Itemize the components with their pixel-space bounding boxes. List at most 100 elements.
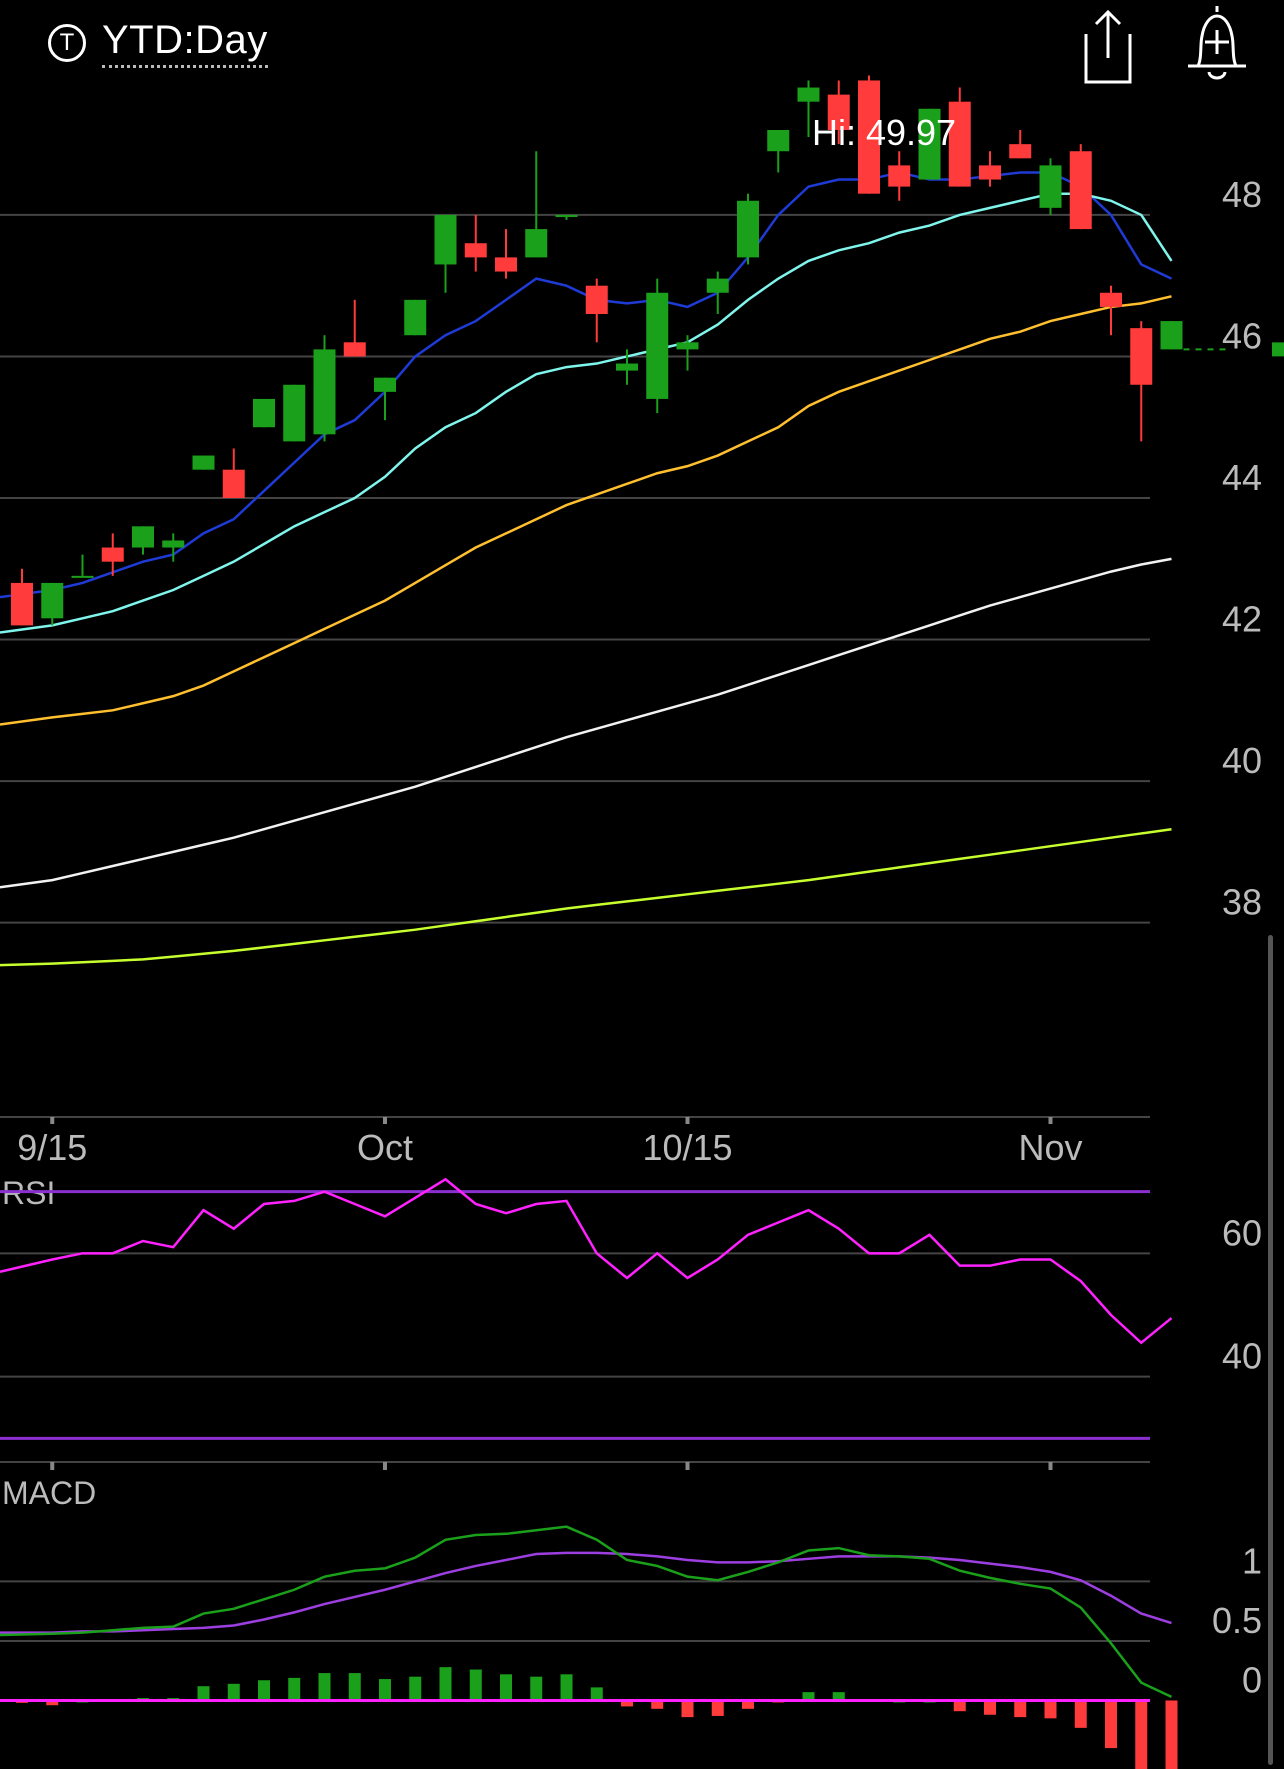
candle-body	[979, 165, 1001, 180]
ticker-icon[interactable]: T	[48, 24, 86, 62]
candle-body	[888, 165, 911, 187]
x-axis-label: Oct	[357, 1127, 413, 1168]
alert-button[interactable]	[1182, 2, 1252, 86]
macd-histogram-bar	[742, 1700, 754, 1709]
candle-body	[374, 377, 396, 392]
macd-histogram-bar	[621, 1700, 633, 1707]
macd-histogram-bar	[318, 1673, 331, 1701]
price-axis-label: 48	[1222, 174, 1262, 215]
macd-axis-label: 0.5	[1212, 1600, 1262, 1641]
candle-body	[132, 526, 154, 548]
macd-histogram-bar	[288, 1677, 301, 1701]
macd-histogram-bar	[46, 1700, 59, 1706]
rsi-axis-label: 40	[1222, 1336, 1262, 1377]
share-icon	[1084, 9, 1132, 84]
macd-histogram-bar	[1074, 1700, 1087, 1728]
macd-histogram-bar	[409, 1676, 422, 1701]
x-axis-label: 10/15	[642, 1127, 732, 1168]
candle-body	[585, 285, 608, 314]
candle-body	[41, 582, 64, 619]
macd-histogram-bar	[500, 1674, 512, 1701]
candle-body	[555, 214, 578, 218]
macd-histogram-bar	[802, 1692, 815, 1701]
candle-body	[222, 469, 245, 498]
scrollbar-thumb[interactable]	[1268, 935, 1273, 1765]
candle-body	[646, 292, 669, 399]
macd-histogram-bar	[984, 1700, 996, 1715]
bell-plus-icon	[1188, 6, 1246, 80]
price-axis-label: 44	[1222, 457, 1262, 498]
candle-body	[737, 200, 759, 258]
candle-body	[706, 278, 729, 293]
macd-histogram-bar	[681, 1700, 694, 1718]
x-axis-label: 9/15	[17, 1127, 87, 1168]
macd-axis-label: 0	[1242, 1659, 1262, 1700]
macd-histogram-bar	[439, 1667, 452, 1701]
macd-histogram-bar	[1105, 1700, 1117, 1749]
candle-body	[253, 398, 275, 428]
macd-histogram-bar	[227, 1683, 240, 1701]
macd-histogram-bar	[560, 1674, 573, 1701]
candle-body	[71, 575, 94, 578]
macd-histogram-bar	[530, 1676, 543, 1701]
candle-body	[918, 108, 941, 180]
ma20-line	[0, 295, 1172, 726]
candle-body	[767, 130, 790, 152]
macd-histogram-bar	[590, 1687, 603, 1701]
share-button[interactable]	[1078, 6, 1138, 86]
candle-body	[313, 349, 336, 435]
candle-body	[676, 342, 699, 350]
range-selector[interactable]: YTD:Day	[102, 18, 268, 68]
macd-title: MACD	[2, 1475, 96, 1511]
last-price-marker	[1272, 342, 1284, 357]
price-axis-label: 42	[1222, 599, 1262, 640]
macd-histogram-bar	[197, 1686, 210, 1701]
candle-body	[1100, 292, 1122, 307]
candle-body	[616, 363, 638, 371]
candle-body	[1130, 328, 1153, 385]
macd-histogram-bar	[1165, 1700, 1178, 1769]
candle-body	[797, 87, 820, 102]
rsi-line	[0, 1177, 1173, 1345]
macd-axis-label: 1	[1242, 1540, 1262, 1581]
candle-body	[1009, 144, 1032, 159]
candle-body	[827, 94, 850, 130]
macd-line	[0, 1525, 1173, 1699]
macd-histogram-bar	[953, 1700, 966, 1712]
candle-body	[192, 455, 215, 470]
candle-body	[1160, 321, 1183, 350]
x-axis-label: Nov	[1018, 1127, 1082, 1168]
macd-histogram-bar	[832, 1692, 845, 1701]
ma100-line	[0, 827, 1172, 967]
high-price-label: Hi: 49.97	[812, 112, 956, 153]
price-axis-label: 40	[1222, 740, 1262, 781]
candle-body	[11, 582, 33, 626]
macd-histogram-bar	[1014, 1700, 1027, 1718]
price-axis-label: 46	[1222, 315, 1262, 356]
candle-body	[495, 257, 517, 272]
rsi-axis-label: 60	[1222, 1212, 1262, 1253]
chart-header: T YTD:Day	[48, 18, 268, 68]
candle-body	[434, 214, 457, 265]
macd-histogram-bar	[258, 1680, 270, 1701]
macd-histogram-bar	[348, 1673, 361, 1701]
candle-body	[1069, 151, 1092, 230]
macd-histogram-bar	[711, 1700, 724, 1716]
macd-signal-line	[0, 1551, 1172, 1634]
ma5-line	[0, 171, 1173, 599]
candle-body	[525, 229, 548, 258]
macd-histogram-bar	[1044, 1700, 1057, 1719]
candle-body	[101, 547, 124, 562]
macd-histogram-bar	[1135, 1700, 1148, 1769]
macd-histogram-bar	[379, 1679, 391, 1701]
candle-body	[1039, 165, 1062, 208]
candle-body	[283, 384, 306, 442]
ma10-line	[0, 192, 1173, 634]
macd-histogram-bar	[469, 1669, 482, 1701]
ma50-line	[0, 557, 1172, 889]
candle-body	[162, 540, 185, 548]
candle-body	[343, 342, 366, 357]
candle-body	[858, 80, 880, 194]
candle-body	[948, 101, 971, 187]
